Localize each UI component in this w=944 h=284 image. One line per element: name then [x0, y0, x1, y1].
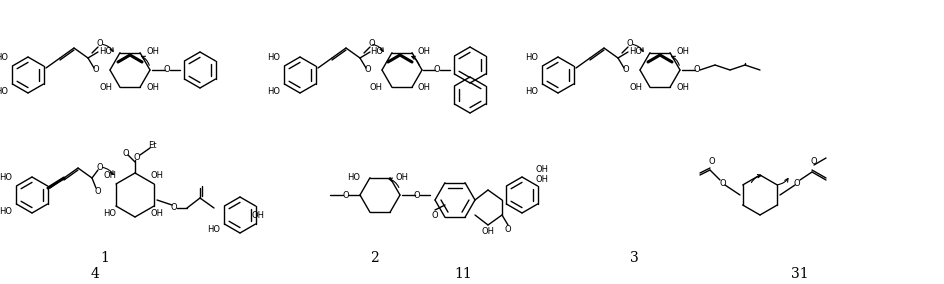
- Text: OH: OH: [417, 47, 430, 57]
- Text: OH: OH: [370, 83, 382, 93]
- Text: OH: OH: [103, 172, 116, 181]
- Text: O: O: [504, 225, 511, 235]
- Text: HO: HO: [207, 225, 220, 235]
- Text: Et: Et: [147, 141, 156, 149]
- Text: HO: HO: [525, 53, 537, 62]
- Text: HO: HO: [267, 53, 279, 62]
- Text: O: O: [793, 179, 800, 187]
- Text: O: O: [368, 39, 375, 49]
- Text: O: O: [626, 39, 632, 49]
- Text: HO: HO: [103, 210, 116, 218]
- Text: O: O: [364, 66, 371, 74]
- Text: HO: HO: [99, 47, 112, 57]
- Text: OH: OH: [146, 47, 160, 57]
- Text: HO: HO: [0, 174, 12, 183]
- Text: O: O: [96, 39, 103, 49]
- Text: O: O: [433, 66, 440, 74]
- Text: HO: HO: [346, 172, 360, 181]
- Text: HO: HO: [525, 87, 537, 97]
- Text: O: O: [693, 66, 700, 74]
- Text: O: O: [93, 66, 99, 74]
- Text: O: O: [171, 204, 177, 212]
- Text: O: O: [810, 158, 817, 166]
- Text: OH: OH: [417, 83, 430, 93]
- Text: O: O: [413, 191, 420, 199]
- Text: OH: OH: [99, 83, 112, 93]
- Text: 4: 4: [91, 267, 99, 281]
- Text: O: O: [622, 66, 629, 74]
- Text: OH: OH: [535, 166, 548, 174]
- Text: 2: 2: [369, 251, 378, 265]
- Text: OH: OH: [150, 210, 163, 218]
- Text: O: O: [163, 66, 170, 74]
- Text: HO: HO: [0, 87, 8, 97]
- Text: OH: OH: [535, 176, 548, 185]
- Text: OH: OH: [251, 210, 264, 220]
- Text: OH: OH: [629, 83, 641, 93]
- Text: HO: HO: [267, 87, 279, 97]
- Text: OH: OH: [676, 47, 689, 57]
- Text: O: O: [94, 187, 101, 197]
- Text: OH: OH: [676, 83, 689, 93]
- Text: O: O: [123, 149, 129, 158]
- Text: 1: 1: [100, 251, 110, 265]
- Text: OH: OH: [146, 83, 160, 93]
- Text: O: O: [719, 179, 726, 187]
- Text: OH: OH: [396, 172, 408, 181]
- Text: HO: HO: [0, 208, 12, 216]
- Text: 11: 11: [454, 267, 471, 281]
- Text: OH: OH: [481, 227, 494, 237]
- Text: HO: HO: [0, 53, 8, 62]
- Text: O: O: [96, 162, 103, 172]
- Text: HO: HO: [629, 47, 641, 57]
- Text: 3: 3: [629, 251, 638, 265]
- Text: 31: 31: [790, 267, 808, 281]
- Text: O: O: [431, 210, 438, 220]
- Text: HO: HO: [370, 47, 382, 57]
- Text: OH: OH: [150, 172, 163, 181]
- Text: O: O: [708, 158, 715, 166]
- Text: O: O: [133, 153, 140, 162]
- Text: O: O: [343, 191, 349, 199]
